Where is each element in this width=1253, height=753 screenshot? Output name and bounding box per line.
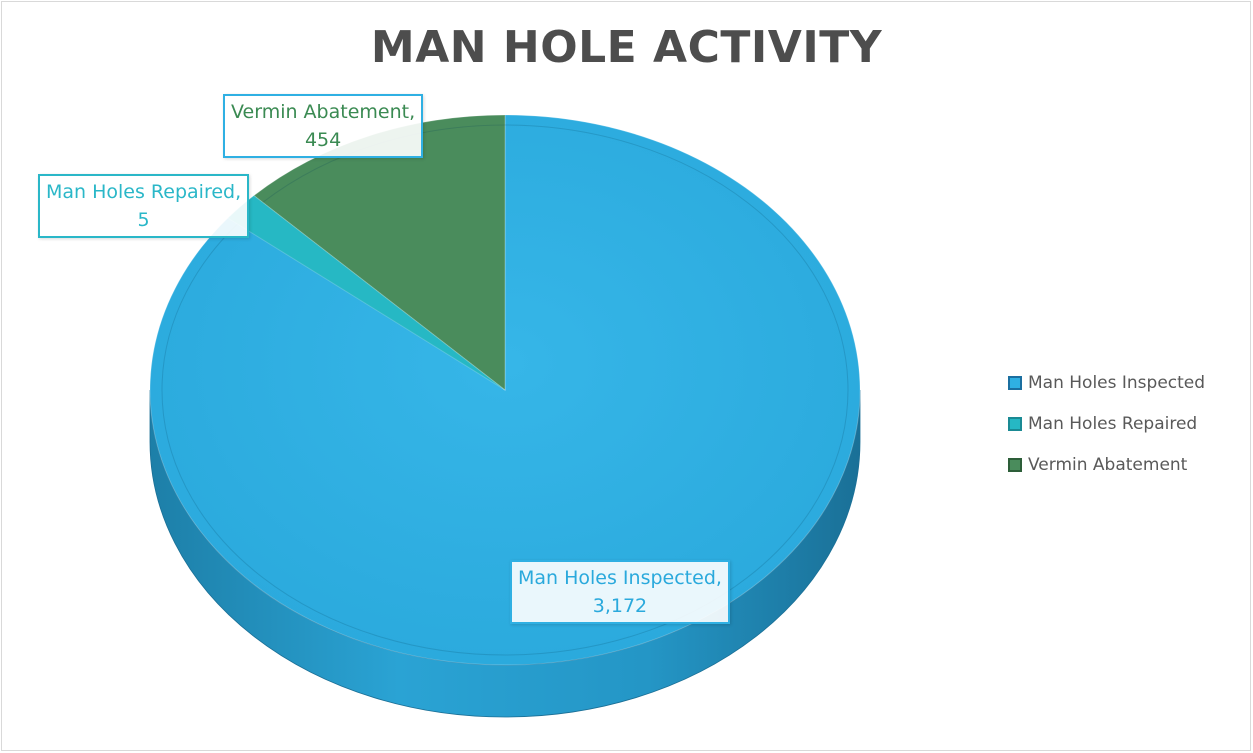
legend-label: Vermin Abatement: [1028, 454, 1188, 475]
legend-swatch: [1008, 416, 1022, 431]
legend-swatch: [1008, 375, 1022, 390]
legend-label: Man Holes Repaired: [1028, 413, 1198, 434]
chart-title: MAN HOLE ACTIVITY: [370, 22, 883, 73]
legend-item-vermin-abatement: Vermin Abatement: [1008, 444, 1205, 485]
legend-item-man-holes-repaired: Man Holes Repaired: [1008, 403, 1205, 444]
data-label-man-holes-repaired: Man Holes Repaired, 5: [38, 174, 250, 238]
legend: Man Holes Inspected Man Holes Repaired V…: [1008, 362, 1205, 485]
data-label-vermin-abatement: Vermin Abatement, 454: [223, 94, 424, 158]
pie-slice-man-holes-inspected: [149, 114, 861, 666]
legend-swatch: [1008, 457, 1022, 472]
legend-label: Man Holes Inspected: [1028, 372, 1206, 393]
pie-bevel-ring: [161, 124, 849, 656]
data-label-man-holes-inspected: Man Holes Inspected, 3,172: [510, 560, 730, 624]
legend-item-man-holes-inspected: Man Holes Inspected: [1008, 362, 1205, 403]
